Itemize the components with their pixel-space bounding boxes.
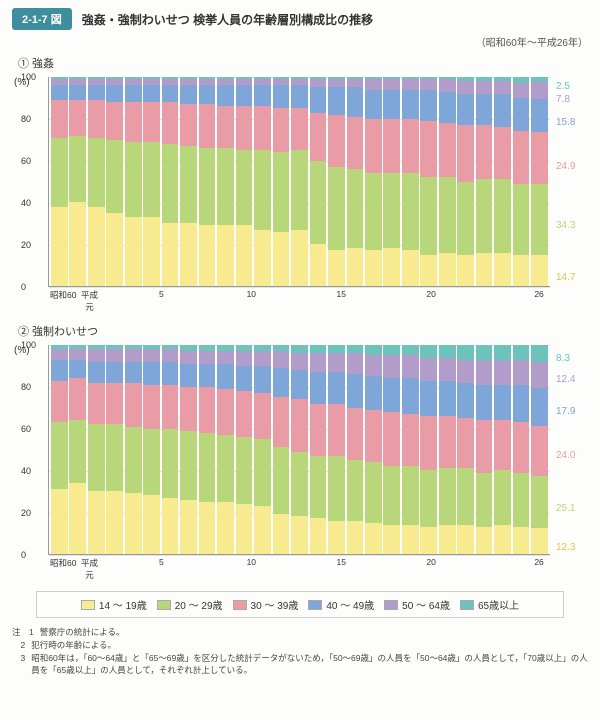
bar: [69, 77, 86, 286]
bar: [217, 77, 234, 286]
bar: [457, 77, 474, 286]
panel-2: ② 強制わいせつ (%) 020406080100 昭和60平成元5101520…: [12, 323, 588, 581]
bar: [180, 345, 197, 554]
bar: [365, 345, 382, 554]
bar: [439, 345, 456, 554]
end-label: 15.8: [556, 117, 575, 128]
bar: [383, 345, 400, 554]
figure-header: 2-1-7 図 強姦・強制わいせつ 検挙人員の年齢層別構成比の推移: [12, 8, 588, 30]
bar: [310, 77, 327, 286]
bar: [162, 77, 179, 286]
bar: [199, 77, 216, 286]
bar: [69, 345, 86, 554]
bar: [457, 345, 474, 554]
end-label: 24.9: [556, 161, 575, 172]
figure-title: 強姦・強制わいせつ 検挙人員の年齢層別構成比の推移: [82, 11, 373, 28]
panel-1: ① 強姦 (%) 020406080100 昭和60平成元510152026 2…: [12, 55, 588, 313]
end-label: 12.3: [556, 542, 575, 553]
legend-item: 50 ～ 64歳: [384, 597, 450, 612]
bar: [494, 345, 511, 554]
footnotes: 注 1警察庁の統計による。 2犯行時の年齢による。 3昭和60年は，「60～64…: [12, 626, 588, 677]
bar: [420, 345, 437, 554]
bar: [88, 345, 105, 554]
end-label: 25.1: [556, 503, 575, 514]
bar: [51, 77, 68, 286]
bar: [125, 345, 142, 554]
bar: [199, 345, 216, 554]
chart-2-xaxis: 昭和60平成元510152026: [48, 557, 550, 581]
chart-1-bars: 020406080100: [48, 77, 550, 287]
bar: [125, 77, 142, 286]
bar: [531, 345, 548, 554]
bar: [217, 345, 234, 554]
bar: [420, 77, 437, 286]
bar: [143, 77, 160, 286]
bar: [254, 345, 271, 554]
bar: [254, 77, 271, 286]
bar: [531, 77, 548, 286]
bar: [402, 77, 419, 286]
y-axis-label: (%): [12, 345, 44, 581]
bar: [291, 345, 308, 554]
bar: [476, 345, 493, 554]
legend: 14 ～ 19歳 20 ～ 29歳 30 ～ 39歳 40 ～ 49歳 50 ～ 64歳…: [36, 591, 564, 618]
y-axis-label: (%): [12, 77, 44, 313]
chart-2-end-labels: 8.3 12.4 17.9 24.0 25.1 12.3: [554, 345, 588, 581]
chart-1-end-labels: 2.5 7.8 15.8 24.9 34.3 14.7: [554, 77, 588, 313]
bar: [51, 345, 68, 554]
chart-1-xaxis: 昭和60平成元510152026: [48, 289, 550, 313]
end-label: 2.5: [556, 81, 570, 92]
bar: [291, 77, 308, 286]
bar: [88, 77, 105, 286]
legend-item: 65歳以上: [460, 597, 519, 612]
bar: [106, 77, 123, 286]
bar: [310, 345, 327, 554]
end-label: 34.3: [556, 220, 575, 231]
bar: [180, 77, 197, 286]
bar: [273, 345, 290, 554]
legend-item: 14 ～ 19歳: [81, 597, 147, 612]
legend-item: 40 ～ 49歳: [308, 597, 374, 612]
figure-badge: 2-1-7 図: [12, 8, 72, 30]
bar: [513, 77, 530, 286]
bar: [236, 77, 253, 286]
end-label: 17.9: [556, 406, 575, 417]
bar: [494, 77, 511, 286]
bar: [236, 345, 253, 554]
figure-period: （昭和60年～平成26年）: [12, 34, 588, 49]
end-label: 7.8: [556, 94, 570, 105]
legend-item: 30 ～ 39歳: [233, 597, 299, 612]
bar: [365, 77, 382, 286]
panel-2-title: ② 強制わいせつ: [18, 323, 588, 339]
bar: [402, 345, 419, 554]
bar: [273, 77, 290, 286]
bar: [513, 345, 530, 554]
legend-item: 20 ～ 29歳: [157, 597, 223, 612]
bar: [106, 345, 123, 554]
bar: [439, 77, 456, 286]
chart-2-bars: 020406080100: [48, 345, 550, 555]
bar: [476, 77, 493, 286]
bar: [347, 77, 364, 286]
end-label: 12.4: [556, 374, 575, 385]
bar: [328, 77, 345, 286]
end-label: 14.7: [556, 272, 575, 283]
bar: [383, 77, 400, 286]
end-label: 8.3: [556, 353, 570, 364]
end-label: 24.0: [556, 450, 575, 461]
bar: [143, 345, 160, 554]
bar: [347, 345, 364, 554]
bar: [328, 345, 345, 554]
panel-1-title: ① 強姦: [18, 55, 588, 71]
bar: [162, 345, 179, 554]
